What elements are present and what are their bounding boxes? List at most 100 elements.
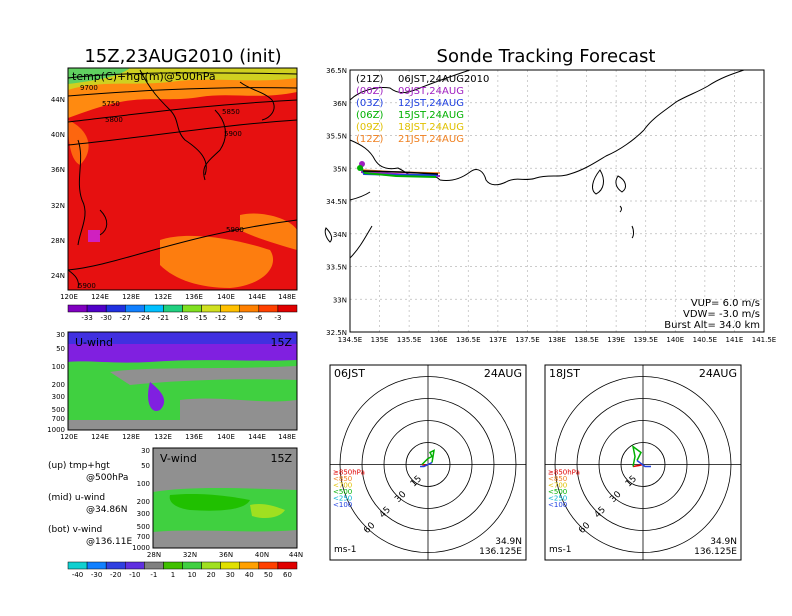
lat-tick: 24N	[51, 272, 65, 280]
uwind-calm	[110, 366, 297, 385]
track-21z	[362, 170, 439, 175]
vwind-time: 15Z	[270, 452, 292, 465]
colorbar-label: -18	[177, 314, 188, 322]
track-map: (21Z) 06JST,24AUG2010 (00Z) 09JST,24AUG …	[324, 67, 776, 344]
lat-tick: 40N	[255, 551, 269, 559]
uwind-lon-axis: 120E 124E 128E 132E 136E 140E 144E 148E	[60, 433, 296, 441]
uwind-p-axis: 30 50 100 200 300 500 700 1000	[47, 331, 65, 434]
param-vup: VUP= 6.0 m/s	[691, 298, 760, 309]
hodograph-lat: 34.9N	[495, 537, 522, 547]
lon-tick: 141.5E	[752, 336, 776, 344]
param-burst: Burst Alt= 34.0 km	[664, 320, 760, 331]
colorbar-swatch	[144, 304, 164, 313]
colorbar-label: -12	[215, 314, 226, 322]
lat-tick: 36N	[333, 100, 347, 108]
left-title: 15Z,23AUG2010 (init)	[84, 46, 281, 67]
track-lon-axis: 134.5E 135E 135.5E 136E 136.5E 137E 137.5E 138E…	[338, 336, 776, 344]
lon-tick: 137E	[489, 336, 507, 344]
right-title: Sonde Tracking Forecast	[437, 46, 656, 67]
lon-tick: 140E	[217, 293, 235, 301]
lat-tick: 28N	[51, 237, 65, 245]
colorbar-label: 60	[283, 571, 292, 579]
colorbar-label: -1	[150, 571, 157, 579]
hodograph-trace	[420, 461, 433, 468]
lon-tick: 124E	[91, 433, 109, 441]
colorbar-label: -9	[236, 314, 243, 322]
run-legend: (21Z) 06JST,24AUG2010 (00Z) 09JST,24AUG …	[356, 74, 489, 145]
colorbar-swatch	[277, 304, 298, 313]
colorbar-swatch	[86, 561, 107, 570]
lat-tick: 36N	[51, 166, 65, 174]
colorbar-label: -20	[110, 571, 121, 579]
lon-tick: 135.5E	[397, 336, 421, 344]
pressure-legend-item: <500	[333, 488, 352, 496]
lon-tick: 141E	[726, 336, 744, 344]
lon-tick: 120E	[60, 433, 78, 441]
colorbar-swatch	[86, 304, 107, 313]
hodograph-unit: ms-1	[549, 545, 571, 555]
legend-entry: (09Z) 18JST,24AUG	[356, 122, 464, 133]
legend-time: (06Z)	[356, 110, 383, 121]
legend-label: 21JST,24AUG	[398, 134, 464, 145]
colorbar-label: -40	[72, 571, 83, 579]
lat-tick: 40N	[51, 131, 65, 139]
lon-tick: 148E	[278, 293, 296, 301]
pressure-legend-item: <850	[548, 475, 567, 483]
vwind-surface	[153, 538, 297, 548]
panel-notes: (up) tmp+hgt @500hPa (mid) u-wind @34.86…	[48, 461, 132, 547]
lat-tick: 28N	[147, 551, 161, 559]
p-tick: 700	[52, 415, 65, 423]
pressure-legend-item: <850	[333, 475, 352, 483]
lon-tick: 134.5E	[338, 336, 362, 344]
colorbar-swatch	[220, 561, 241, 570]
sonde-params: VUP= 6.0 m/s VDW= -3.0 m/s Burst Alt= 34…	[664, 298, 760, 331]
colorbar-swatch	[201, 561, 221, 570]
vwind-strong	[250, 503, 285, 518]
vwind-label: V-wind	[160, 452, 197, 465]
legend-label: 18JST,24AUG	[398, 122, 464, 133]
p-tick: 30	[56, 331, 65, 339]
vwind-frame	[152, 447, 298, 549]
hodograph-date: 24AUG	[484, 367, 522, 380]
colorbar-swatch	[144, 561, 164, 570]
colorbar-swatch	[182, 561, 202, 570]
param-vdw: VDW= -3.0 m/s	[683, 309, 760, 320]
lon-tick: 140E	[217, 433, 235, 441]
speed-ring	[339, 376, 517, 553]
colorbar-label: -30	[91, 571, 102, 579]
colorbar-label: -21	[158, 314, 169, 322]
contour-label: 5850	[222, 108, 240, 116]
track-map-frame	[349, 69, 765, 333]
hodograph-lon: 136.125E	[479, 547, 522, 557]
uwind-strong	[68, 332, 297, 344]
warm-area-south	[160, 235, 274, 288]
hodograph-time: 06JST	[334, 367, 365, 380]
lat-tick: 44N	[51, 96, 65, 104]
pressure-legend-item: ≥850hPa	[548, 469, 580, 477]
vwind-lat-axis: 28N 32N 36N 40N 44N	[147, 551, 303, 559]
colorbar-swatch	[258, 304, 279, 313]
speed-ring	[598, 420, 688, 509]
colorbar-label: 20	[207, 571, 216, 579]
colorbar-swatch	[258, 561, 279, 570]
pressure-legend-item: <700	[333, 482, 352, 490]
contour-label: 5900	[78, 282, 96, 290]
lon-tick: 136.5E	[456, 336, 480, 344]
lon-tick: 132E	[154, 293, 172, 301]
track-lat-axis: 36.5N 36N 35.5N 35N 34.5N 34N 33.5N 33N 32.5N	[326, 67, 347, 337]
legend-time: (12Z)	[356, 134, 383, 145]
uwind-calm-low	[180, 398, 297, 425]
hodograph-trace	[636, 459, 651, 468]
p-tick: 300	[52, 393, 65, 401]
colorbar-label: 10	[188, 571, 197, 579]
lon-tick: 144E	[248, 433, 266, 441]
lon-tick: 128E	[122, 433, 140, 441]
contour-labels: 9700 5750 5800 5850 5900 5900 5900	[78, 84, 244, 290]
lon-tick: 139.5E	[633, 336, 657, 344]
wind-colorbar	[67, 561, 298, 570]
temp-height-map: 9700 5750 5800 5850 5900 5900 5900 temp(…	[51, 67, 298, 322]
lon-tick: 138E	[548, 336, 566, 344]
